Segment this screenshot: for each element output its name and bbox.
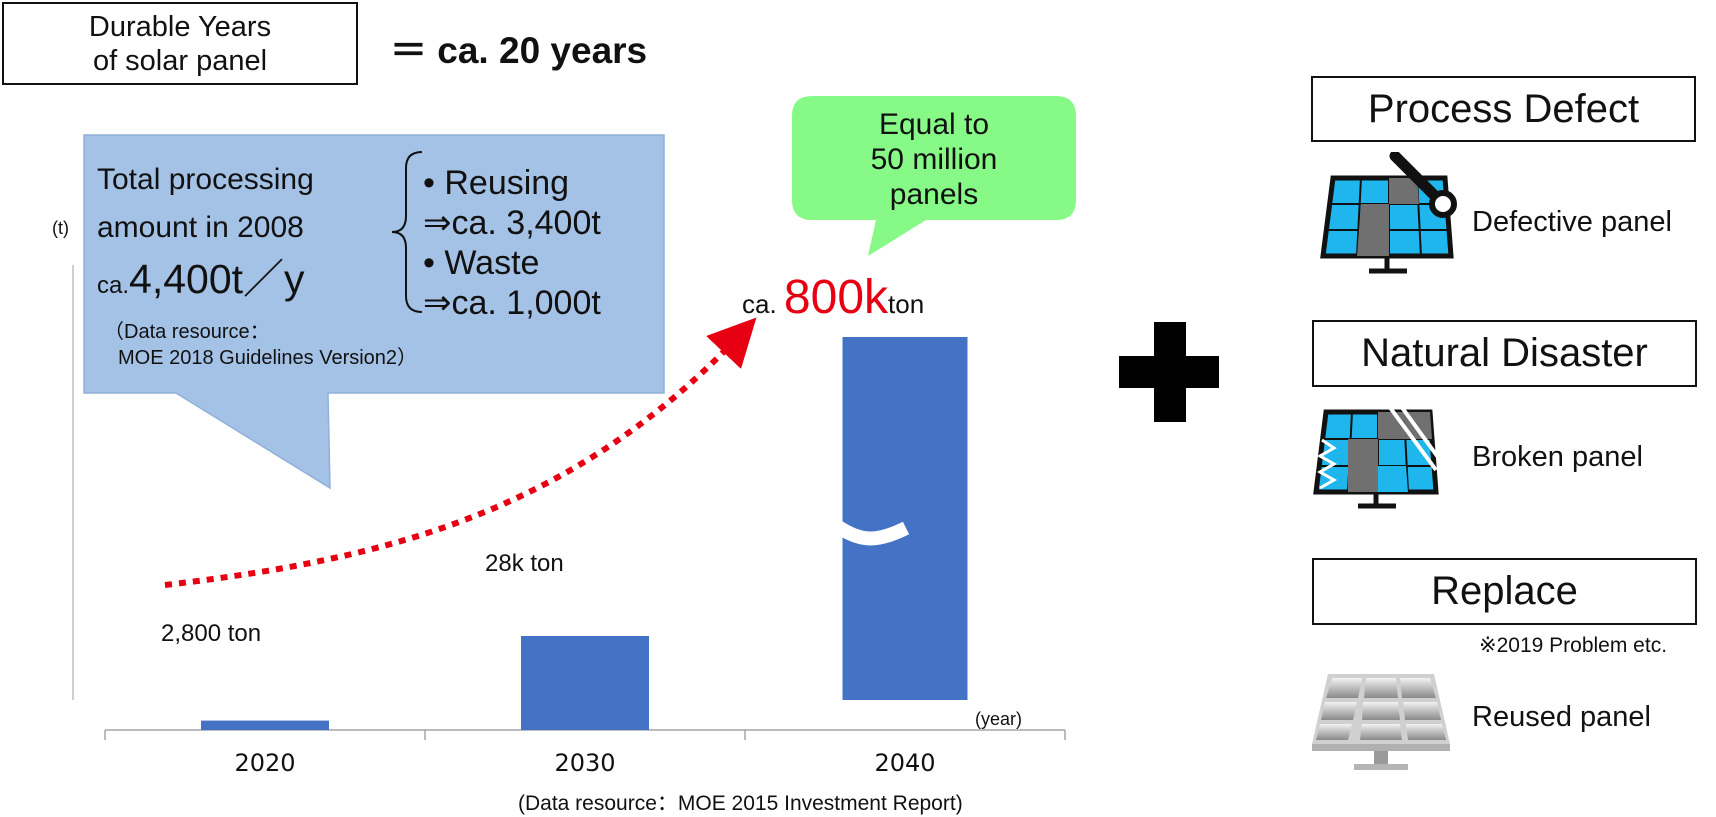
x-tick-2040: 2040 [874,749,936,777]
reused-panel-icon [1312,674,1450,770]
x-axis-label: (year) [975,709,1023,729]
durable-years-box: Durable Years of solar panel [2,2,358,85]
durable-line-2: of solar panel [92,44,268,77]
wrench-panel-icon [1320,152,1457,274]
chart-source: (Data resource：MOE 2015 Investment Repor… [518,792,963,815]
bar-2020 [201,720,329,730]
reuse-label: • Reusing [423,164,570,202]
axis-break-wave [776,510,910,546]
category-natural-disaster: Natural Disaster [1312,320,1697,387]
bar-label-2020: 2,800 ton [161,620,262,647]
green-line-2: 50 million [870,142,998,176]
durable-line-1: Durable Years [88,10,272,43]
waste-label: • Waste [423,244,540,282]
bar-2040 [842,337,968,700]
reused-panel-label: Reused panel [1472,701,1651,733]
peak-suffix: ton [888,289,925,319]
trend-arrow [164,317,757,588]
y-axis-label: (t) [52,218,69,238]
peak-prefix: ca. [742,289,777,319]
green-callout-shape [792,96,1076,256]
durable-years-value: ＝ ca. 20 years [390,30,648,71]
curly-brace [391,151,423,313]
green-callout-text: Equal to 50 million panels [792,104,1076,214]
category-process-defect: Process Defect [1311,76,1696,142]
green-line-1: Equal to [878,107,990,141]
info-source: （Data resource： MOE 2018 Guidelines Vers… [104,319,417,371]
category-replace: Replace [1312,558,1697,625]
green-line-3: panels [889,177,979,211]
info-amount-prefix: ca. [97,272,130,299]
info-callout-text: Total processing amount in 2008 ca.4,400… [97,156,314,313]
info-source-line-2: MOE 2018 Guidelines Version2） [118,347,418,369]
info-amount-row: ca.4,400t／y [97,252,314,313]
waste-value: ⇒ca. 1,000t [423,284,601,322]
info-callout-shape [83,134,665,490]
bar-2030 [521,636,649,730]
reuse-waste-list: • Reusing ⇒ca. 3,400t • Waste ⇒ca. 1,000… [423,163,601,323]
info-line-2: amount in 2008 [97,211,304,244]
defective-panel-label: Defective panel [1472,206,1672,238]
x-tick-2020: 2020 [234,749,296,777]
broken-panel-label: Broken panel [1472,441,1643,473]
plus-icon [1119,322,1219,422]
info-line-1: Total processing [97,163,314,196]
wrench-icon [1389,152,1457,218]
broken-panel-icon [1313,400,1442,509]
waste-chart [72,96,1076,740]
reuse-value: ⇒ca. 3,400t [423,204,601,242]
peak-label: ca. 800kton [742,270,924,325]
info-source-line-1: （Data resource： [104,321,270,343]
info-amount: 4,400t／y [129,256,305,302]
replace-note: ※2019 Problem etc. [1479,634,1668,657]
bar-label-2030: 28k ton [485,550,564,577]
peak-value: 800k [783,271,889,324]
x-tick-2030: 2030 [554,749,616,777]
